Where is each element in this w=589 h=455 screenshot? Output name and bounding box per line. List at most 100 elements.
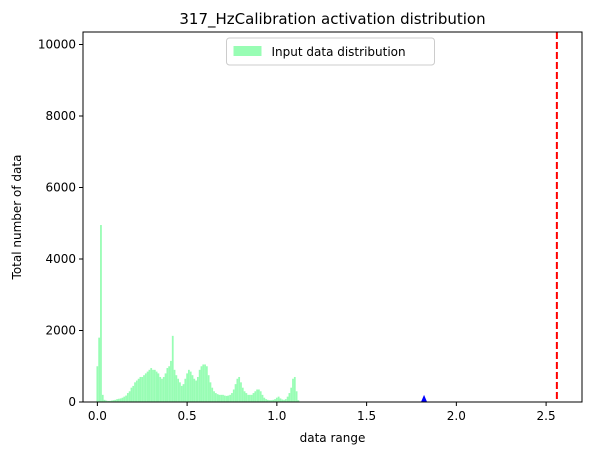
histogram-bar <box>234 384 237 402</box>
histogram-bar <box>263 397 266 402</box>
histogram-bar <box>202 364 205 402</box>
histogram-bar <box>290 387 293 402</box>
histogram-bar <box>259 391 262 402</box>
y-axis-ticks: 0 2000 4000 6000 8000 10000 <box>38 38 83 409</box>
histogram-bar <box>105 400 108 402</box>
y-tick-label: 0 <box>68 395 76 409</box>
histogram-bar <box>155 371 158 402</box>
histogram-bar <box>274 399 276 402</box>
histogram-bar <box>148 369 151 402</box>
histogram-bar <box>236 378 239 402</box>
histogram-bar <box>182 384 185 402</box>
histogram-bar <box>213 391 215 402</box>
histogram-bar <box>292 378 294 402</box>
x-tick-label: 1.0 <box>267 409 286 423</box>
histogram-bar <box>191 375 194 402</box>
histogram-bar <box>101 394 104 402</box>
histogram-bar <box>238 376 241 402</box>
histogram-bar <box>168 366 171 402</box>
histogram-bar <box>227 395 230 402</box>
histogram-bar <box>152 369 154 402</box>
histogram-bar <box>225 395 228 402</box>
y-axis-label: Total number of data <box>10 155 24 281</box>
histogram-bar <box>270 400 273 402</box>
histogram-bar <box>265 399 267 402</box>
histogram-bar <box>205 366 208 402</box>
histogram-bar <box>279 398 282 402</box>
x-tick-label: 1.5 <box>357 409 376 423</box>
histogram-bar <box>162 376 165 402</box>
histogram-bar <box>209 382 212 402</box>
histogram-bar <box>123 396 126 402</box>
histogram-bar <box>143 375 145 402</box>
histogram-bar <box>207 375 210 402</box>
histogram-bar <box>100 225 102 402</box>
histogram-bar <box>293 376 296 402</box>
histogram-bar <box>200 366 203 402</box>
legend: Input data distribution <box>226 37 435 66</box>
histogram-bar <box>240 382 242 402</box>
marker-triangle <box>421 394 428 402</box>
legend-box <box>226 37 435 66</box>
histogram-bar <box>277 396 280 402</box>
y-tick-label: 6000 <box>45 181 76 195</box>
histogram-bar <box>186 373 188 402</box>
histogram-bar <box>175 375 178 402</box>
histogram-bar <box>109 400 111 402</box>
histogram-bar <box>250 394 253 402</box>
histogram-bar <box>96 366 99 402</box>
histogram-bar <box>128 391 131 402</box>
histogram-bar <box>171 335 174 402</box>
histogram-bar <box>243 391 246 402</box>
histogram-bar <box>164 373 167 402</box>
histogram-bar <box>286 396 289 402</box>
histogram-bar <box>275 397 278 402</box>
histogram-bar <box>204 364 206 402</box>
histogram-bar <box>231 393 233 402</box>
histogram-bar <box>258 389 260 402</box>
histogram-bar <box>261 394 264 402</box>
histogram-bar <box>114 399 117 402</box>
chart-title: 317_HzCalibration activation distributio… <box>179 10 485 29</box>
y-tick-label: 8000 <box>45 109 76 123</box>
x-axis-ticks: 0.0 0.5 1.0 1.5 2.0 2.5 <box>88 402 556 423</box>
annotations <box>421 32 558 402</box>
histogram-bar <box>132 385 135 402</box>
histogram-bar <box>180 385 183 402</box>
histogram-bar <box>103 399 106 402</box>
histogram-bar <box>254 391 257 402</box>
histogram-bar <box>137 378 140 402</box>
histogram-bar <box>272 399 275 402</box>
histogram-bar <box>139 376 142 402</box>
histogram-bar <box>116 399 118 402</box>
histogram-bar <box>249 394 251 402</box>
histogram-bar <box>153 369 156 402</box>
histogram-bar <box>232 389 235 402</box>
histogram-bar <box>150 368 153 402</box>
histogram-bar <box>216 394 219 402</box>
histogram-bar <box>214 393 217 402</box>
histogram-bar <box>189 371 192 402</box>
histogram-bar <box>195 380 197 402</box>
histogram-bar <box>125 395 127 402</box>
y-tick-label: 10000 <box>38 38 76 52</box>
histogram-bar <box>184 378 187 402</box>
histogram-bar <box>252 393 255 402</box>
histogram-bar <box>135 380 138 402</box>
x-tick-label: 0.5 <box>178 409 197 423</box>
histogram-bar <box>121 397 124 402</box>
histogram-bar <box>146 371 149 402</box>
histogram-bar <box>218 394 221 402</box>
histogram-bar <box>110 400 113 402</box>
histogram-bar <box>196 376 199 402</box>
histogram-bar <box>98 337 101 402</box>
axes-frame <box>82 31 583 403</box>
histogram-bar <box>223 395 226 402</box>
histogram-bar <box>188 369 190 402</box>
y-tick-label: 2000 <box>45 324 76 338</box>
histogram-bar <box>295 391 298 402</box>
histogram-bar <box>297 400 300 402</box>
histogram-bar <box>245 393 248 402</box>
histogram-bar <box>157 373 160 402</box>
